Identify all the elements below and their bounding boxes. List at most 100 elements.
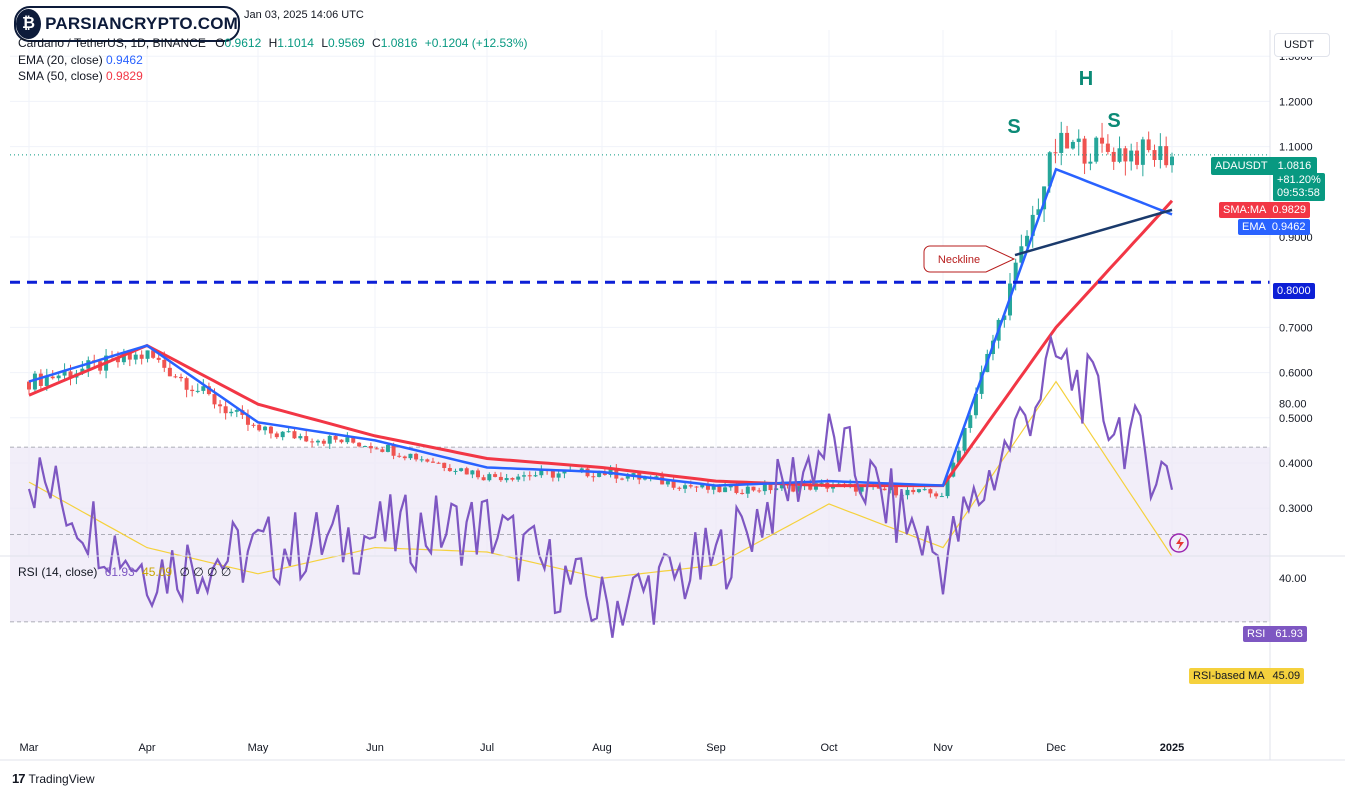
candle-body [504,478,509,481]
price-tick-label: 0.4000 [1279,458,1313,470]
candle-body [808,483,813,490]
sma-legend[interactable]: SMA (50, close) 0.9829 [18,69,143,83]
close-label: C [372,36,381,50]
neckline-line [1014,208,1173,257]
candle-body [591,476,596,478]
right-shoulder-label: S [1107,110,1120,132]
candle-body [1036,209,1041,215]
candle-body [493,474,498,477]
symbol-title[interactable]: Cardano / TetherUS, 1D, BINANCE [18,36,206,50]
candle-body [38,373,43,386]
candle-body [962,427,967,451]
flash-bolt-icon [1176,537,1184,550]
candle-body [184,378,189,390]
currency-unit-button[interactable]: USDT [1274,33,1330,57]
neckline-callout: Neckline [923,245,1016,273]
time-tick-label: Sep [706,742,726,754]
candle-body [562,471,567,474]
candle-body [688,485,693,487]
candle-body [442,462,447,468]
candle-body [1013,262,1018,284]
candle-body [464,468,469,475]
candle-body [298,436,303,439]
candle-body [516,476,521,480]
candle-body [1164,146,1169,166]
candle-body [475,470,480,478]
candle-body [274,433,279,438]
candle-body [368,446,373,449]
ema-legend[interactable]: EMA (20, close) 0.9462 [18,53,143,67]
candle-body [734,485,739,493]
time-tick-label: 2025 [1160,742,1184,754]
candle-body [1123,148,1128,162]
candle-body [671,481,676,488]
candle-body [751,486,756,491]
candle-body [677,487,682,489]
time-tick-label: Jun [366,742,384,754]
candle-body [1025,235,1030,247]
low-label: L [321,36,328,50]
candle-body [1105,143,1110,152]
candle-body [453,470,458,472]
candle-body [945,476,950,497]
change-value: +0.1204 (+12.53%) [424,36,528,50]
candle-body [436,462,441,464]
candle-body [922,489,927,491]
time-tick-label: May [248,742,269,754]
price-tick-label: 0.7000 [1279,322,1313,334]
rsi-legend-value: 61.93 [104,565,135,579]
candle-body [263,426,268,431]
candle-body [345,437,350,443]
candle-body [510,478,515,480]
candle-body [1129,150,1134,162]
bar-countdown: 09:53:58 [1277,187,1320,199]
candle-body [796,486,801,492]
candle-body [419,459,424,461]
candle-body [831,486,836,489]
candle-body [223,406,228,414]
candle-body [1065,132,1070,149]
candle-body [351,437,356,443]
candle-body [539,470,544,476]
candle-body [757,490,762,492]
candle-body [481,477,486,481]
price-tick-label: 0.3000 [1279,503,1313,515]
last-price-change-tag: +81.20% 09:53:58 [1273,173,1325,201]
price-tick-label: 1.1000 [1279,142,1313,154]
candle-body [385,444,390,452]
candle-body [56,375,61,379]
candle-body [127,352,132,360]
candle-body [1070,141,1075,149]
candle-body [280,431,285,438]
candle-body [882,488,887,491]
candle-body [1094,137,1099,162]
candle-body [292,431,297,439]
rsi-tick-label: 40.00 [1279,573,1307,585]
ema-20-line [28,167,1173,487]
rsi-ma-legend-value: 45.09 [142,565,173,579]
rsi-legend[interactable]: RSI (14, close) 61.93 45.09 ∅ ∅ ∅ ∅ [18,565,231,579]
symbol-header: Cardano / TetherUS, 1D, BINANCE O0.9612 … [18,36,532,50]
candle-body [447,467,452,472]
rsi-tick-label: 80.00 [1279,398,1307,410]
candle-body [1117,148,1122,162]
candle-body [425,459,430,462]
candle-body [1140,139,1145,165]
candle-body [487,474,492,481]
last-price-symbol: ADAUSDT [1215,160,1268,172]
candle-body [245,414,250,425]
open-label: O [215,36,225,50]
candle-body [683,485,688,489]
candle-body [27,381,31,390]
candle-body [315,440,320,443]
candle-body [139,354,144,359]
candle-body [257,424,262,431]
tradingview-footer[interactable]: 17 TradingView [12,771,95,786]
candle-body [928,489,933,494]
candle-body [304,436,309,442]
price-tick-label: 0.9000 [1279,232,1313,244]
time-tick-label: Oct [820,742,837,754]
candle-body [723,487,728,493]
candle-body [321,440,326,444]
